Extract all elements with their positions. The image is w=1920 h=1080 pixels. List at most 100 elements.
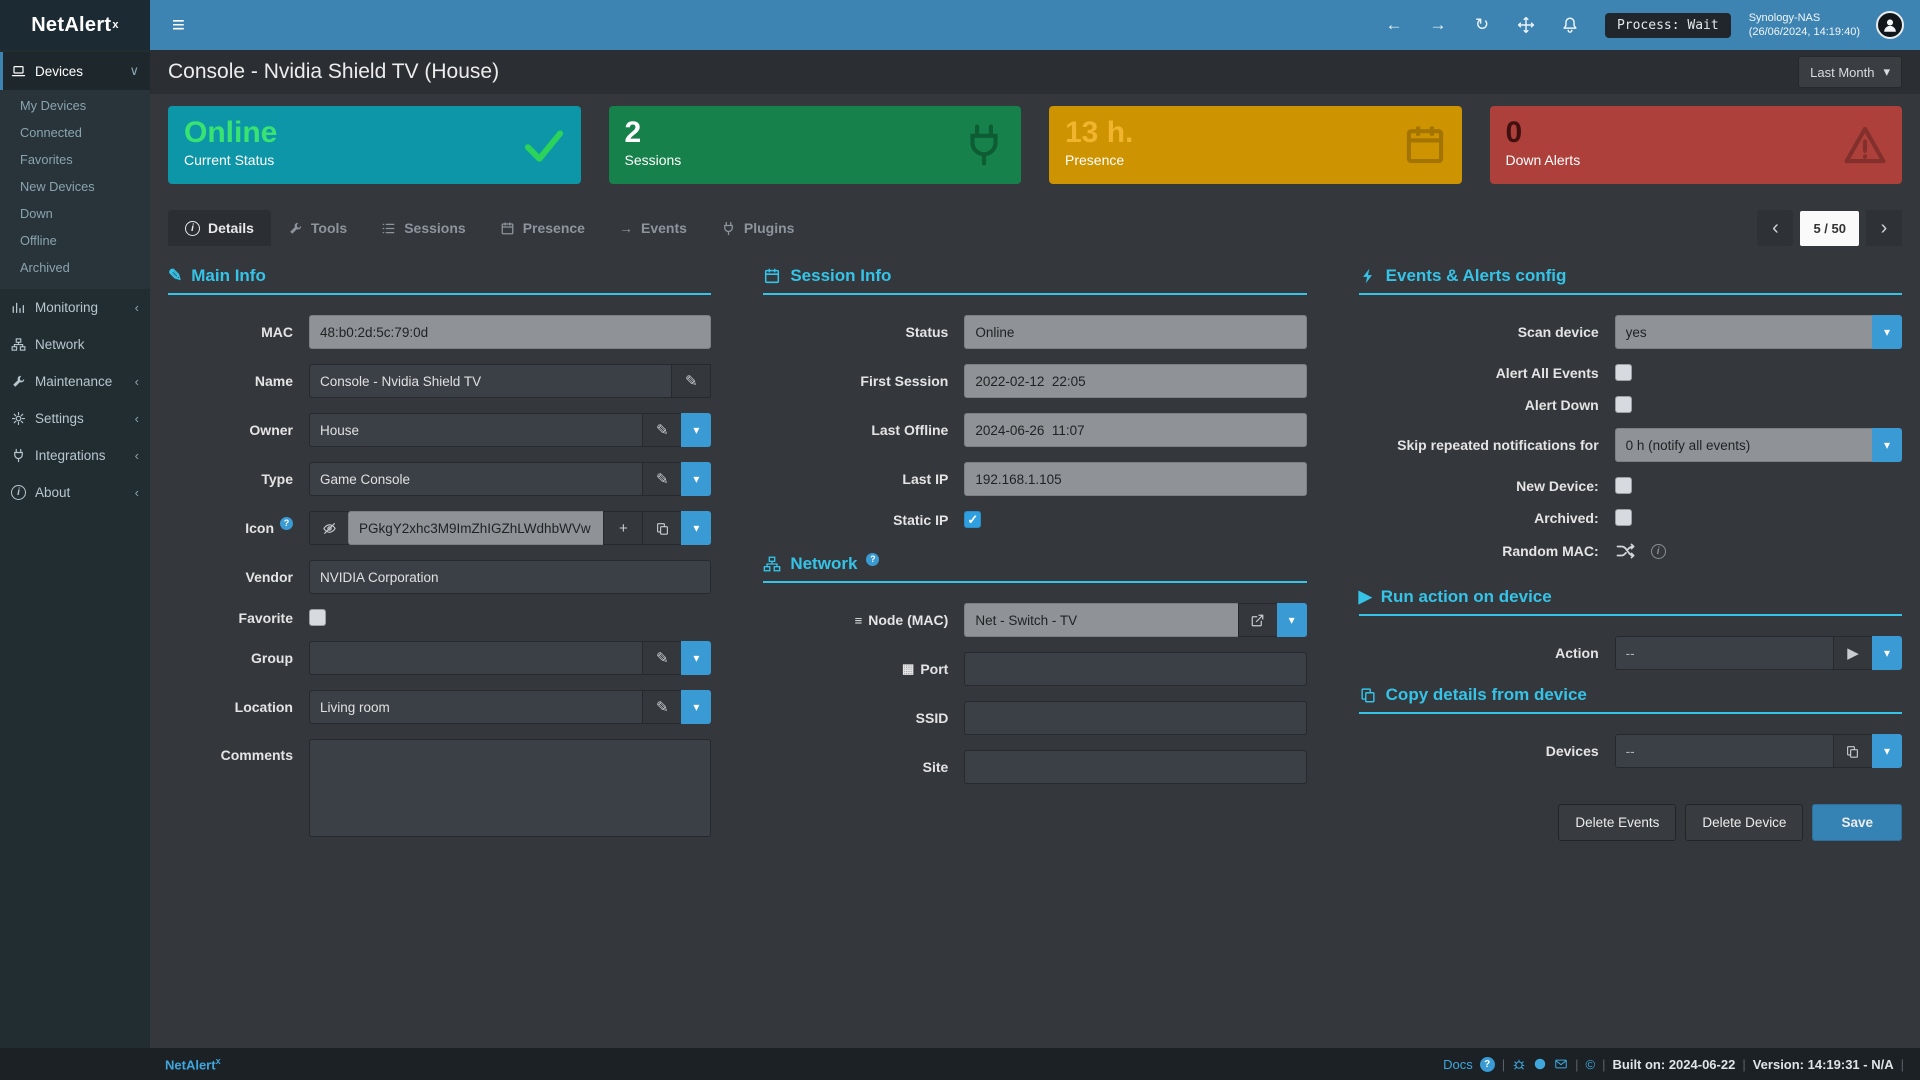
type-dropdown-button[interactable]: ▾ [681,462,712,496]
sidebar-item-devices[interactable]: Devices ∨ [0,52,150,90]
static-ip-checkbox[interactable]: ✓ [964,511,982,528]
notifications-bell-icon[interactable] [1553,8,1587,42]
sidebar-item-connected[interactable]: Connected [20,125,82,140]
archived-checkbox[interactable] [1614,509,1632,526]
sidebar-item-integrations[interactable]: Integrations ‹ [0,437,150,474]
navbar: ≡ ← → ↻ Process: Wait Synology-NAS (26/0… [150,0,1920,50]
sidebar-item-archived[interactable]: Archived [20,260,70,275]
skip-notifications-dropdown-button[interactable]: ▾ [1871,428,1902,462]
copyright-icon[interactable]: © [1585,1056,1596,1072]
sidebar-item-settings[interactable]: Settings ‹ [0,400,150,437]
skip-notifications-select[interactable] [1614,428,1873,462]
owner-field[interactable] [309,413,644,447]
caret-down-icon: ▾ [1883,646,1890,660]
new-device-checkbox[interactable] [1614,477,1632,494]
tab-presence[interactable]: Presence [483,210,602,246]
sidebar-item-my-devices[interactable]: My Devices [20,98,87,113]
ssid-field[interactable] [964,701,1307,735]
group-field[interactable] [309,641,644,675]
info-icon: i [11,485,26,500]
group-dropdown-button[interactable]: ▾ [681,641,712,675]
delete-events-button[interactable]: Delete Events [1558,804,1677,841]
delete-device-button[interactable]: Delete Device [1685,804,1804,841]
email-icon[interactable] [1554,1057,1568,1071]
bug-report-icon[interactable] [1512,1057,1526,1071]
build-date: Built on: 2024-06-22 [1612,1056,1736,1072]
comments-field[interactable] [309,739,712,837]
vendor-field[interactable] [309,560,712,594]
tab-details[interactable]: i Details [168,210,271,246]
scan-device-dropdown-button[interactable]: ▾ [1871,315,1902,349]
github-icon[interactable] [1533,1057,1547,1071]
sidebar-item-label: Integrations [35,448,106,463]
sidebar-item-monitoring[interactable]: Monitoring ‹ [0,289,150,326]
footer-brand-link[interactable]: NetAlertx [165,1056,221,1072]
sidebar-item-maintenance[interactable]: Maintenance ‹ [0,363,150,400]
back-icon[interactable]: ← [1385,15,1403,34]
sidebar-item-label: Settings [35,411,84,426]
content-area: Console - Nvidia Shield TV (House) Last … [150,50,1920,1048]
card-current-status: Online Current Status [168,106,581,184]
help-icon[interactable]: ? [866,552,880,566]
location-dropdown-button[interactable]: ▾ [681,690,712,724]
action-dropdown-button[interactable]: ▾ [1871,636,1902,670]
tab-tools[interactable]: Tools [271,210,364,246]
edit-owner-button[interactable]: ✎ [642,413,683,447]
open-node-button[interactable] [1237,603,1278,637]
prev-device-button[interactable]: ‹ [1757,210,1794,246]
sidebar-item-favorites[interactable]: Favorites [20,152,73,167]
help-icon[interactable]: ? [1479,1056,1495,1072]
add-icon-button[interactable]: + [603,511,644,545]
card-value: Online [184,116,278,149]
alert-down-checkbox[interactable] [1614,396,1632,413]
site-field[interactable] [964,750,1307,784]
help-icon[interactable]: ? [280,516,293,530]
tab-plugins[interactable]: Plugins [704,210,812,246]
toggle-icon-visibility-button[interactable] [309,511,349,545]
copy-icon-button[interactable] [642,511,683,545]
name-field[interactable] [309,364,673,398]
action-select[interactable] [1614,636,1834,670]
info-icon[interactable]: i [1650,543,1666,559]
footer-brand-text: NetAlert [165,1057,216,1073]
version-info: Version: 14:19:31 - N/A [1752,1056,1894,1072]
edit-group-button[interactable]: ✎ [642,641,683,675]
tab-sessions[interactable]: Sessions [364,210,482,246]
node-dropdown-button[interactable]: ▾ [1276,603,1307,637]
scan-device-select[interactable] [1614,315,1873,349]
location-field[interactable] [309,690,644,724]
edit-name-button[interactable]: ✎ [671,364,712,398]
copy-devices-dropdown-button[interactable]: ▾ [1871,734,1902,768]
copy-devices-select[interactable] [1614,734,1834,768]
run-action-button[interactable]: ▶ [1832,636,1873,670]
sidebar-item-offline[interactable]: Offline [20,233,57,248]
mac-field [309,315,712,349]
edit-type-button[interactable]: ✎ [642,462,683,496]
sidebar-item-new-devices[interactable]: New Devices [20,179,95,194]
status-label: Status [905,324,949,340]
copy-devices-label: Devices [1545,743,1599,759]
tab-events[interactable]: → Events [602,210,704,246]
user-avatar[interactable] [1876,11,1904,39]
move-icon[interactable] [1509,8,1543,42]
type-field[interactable] [309,462,644,496]
save-button[interactable]: Save [1812,804,1902,841]
owner-dropdown-button[interactable]: ▾ [681,413,712,447]
favorite-checkbox[interactable] [309,609,326,626]
edit-location-button[interactable]: ✎ [642,690,683,724]
sidebar-item-network[interactable]: Network [0,326,150,363]
brand-logo[interactable]: NetAlert x [0,0,150,50]
forward-icon[interactable]: → [1429,15,1447,34]
copy-from-device-button[interactable] [1832,734,1873,768]
next-device-button[interactable]: › [1866,210,1902,246]
icon-dropdown-button[interactable]: ▾ [681,511,712,545]
refresh-icon[interactable]: ↻ [1474,15,1490,34]
type-row: Type ✎ ▾ [168,462,712,496]
docs-link[interactable]: Docs [1443,1056,1473,1072]
period-select[interactable]: Last Month ▾ [1798,56,1902,88]
sidebar-item-about[interactable]: i About ‹ [0,474,150,511]
alert-all-events-checkbox[interactable] [1614,364,1632,381]
sidebar-item-down[interactable]: Down [20,206,53,221]
sidebar-toggle-icon[interactable]: ≡ [172,12,185,37]
port-field[interactable] [964,652,1307,686]
